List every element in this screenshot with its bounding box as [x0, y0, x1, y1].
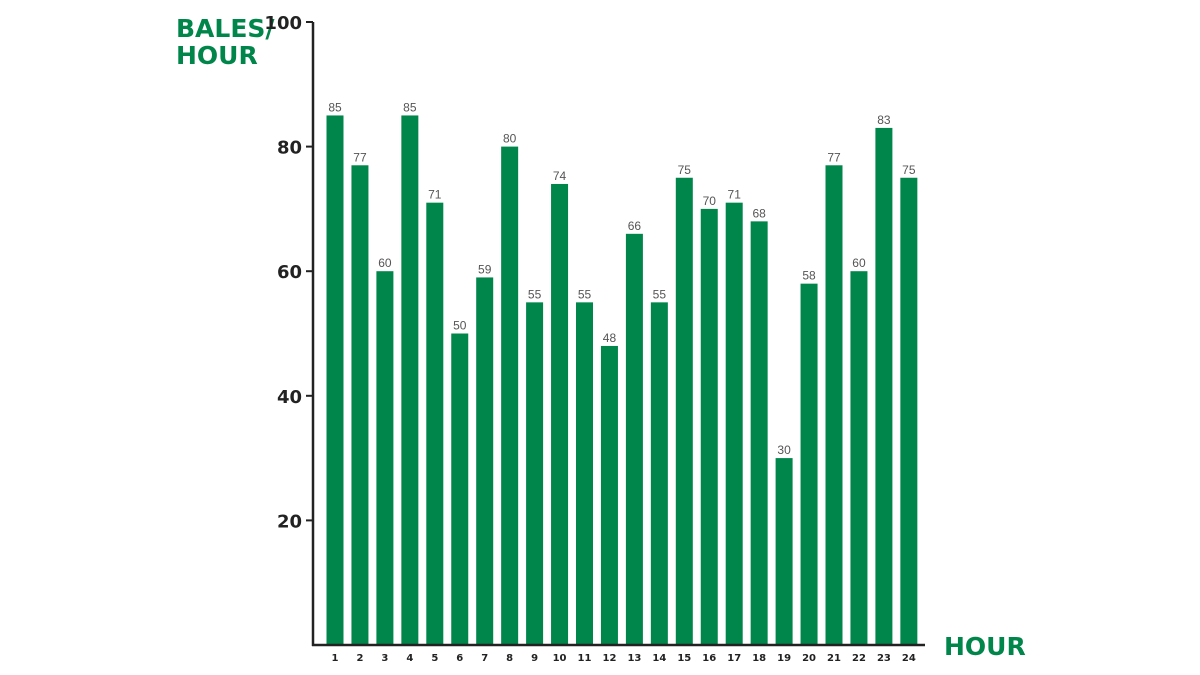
bar-value-label: 77 — [827, 150, 841, 164]
bar — [800, 283, 818, 645]
bar-value-label: 74 — [553, 169, 567, 183]
bar — [526, 302, 544, 645]
x-category-label: 17 — [727, 653, 741, 664]
bar-value-label: 30 — [777, 443, 791, 457]
bar-value-label: 50 — [453, 319, 467, 333]
bar-value-label: 60 — [378, 256, 392, 270]
x-category-label: 3 — [381, 653, 388, 664]
x-category-label: 11 — [578, 653, 592, 664]
value-labels-group: 85 77 60 85 71 50 59 80 55 74 55 48 66 55 75 70 71 68 30 58… — [328, 100, 916, 457]
bar — [576, 302, 593, 645]
bar — [700, 208, 718, 645]
x-category-label: 12 — [602, 653, 616, 664]
bar-value-label: 85 — [328, 100, 342, 114]
bar — [650, 302, 668, 645]
bar — [326, 115, 344, 645]
bar — [401, 115, 419, 645]
y-tick-label: 100 — [264, 13, 302, 34]
x-category-label: 16 — [702, 653, 716, 664]
bar-value-label: 70 — [703, 194, 717, 208]
x-category-label: 2 — [356, 653, 363, 664]
y-tick-label: 80 — [277, 138, 302, 159]
x-category-label: 7 — [481, 653, 488, 664]
x-category-label: 14 — [652, 653, 666, 664]
bar — [825, 165, 843, 646]
bar-value-label: 60 — [852, 256, 866, 270]
bar — [376, 271, 394, 645]
x-category-label: 1 — [332, 653, 339, 664]
x-category-label: 18 — [752, 653, 766, 664]
bar-value-label: 59 — [478, 262, 492, 276]
bar-value-label: 83 — [877, 113, 891, 127]
x-category-label: 13 — [627, 653, 641, 664]
bar — [451, 333, 469, 645]
y-axis-ticks: 20 40 60 80 100 — [264, 13, 313, 532]
bar — [725, 202, 743, 646]
x-category-label: 21 — [827, 653, 841, 664]
bar-value-label: 75 — [902, 163, 916, 177]
x-category-label: 19 — [777, 653, 791, 664]
x-category-label: 15 — [677, 653, 691, 664]
bar-value-label: 80 — [503, 132, 517, 146]
bar — [600, 345, 618, 645]
bar — [875, 127, 893, 645]
x-category-label: 9 — [531, 653, 538, 664]
bar — [501, 146, 519, 645]
bar — [551, 183, 569, 646]
bar-value-label: 85 — [403, 100, 417, 114]
bar-value-label: 48 — [603, 331, 617, 345]
bar-value-label: 58 — [802, 269, 816, 283]
x-category-label: 6 — [456, 653, 463, 664]
bar — [750, 221, 768, 646]
bar-value-label: 55 — [578, 287, 592, 301]
bar — [675, 177, 693, 645]
bar — [850, 271, 868, 645]
y-axis-title-line-2: HOUR — [176, 41, 258, 70]
x-category-label: 4 — [406, 653, 413, 664]
x-category-label: 20 — [802, 653, 816, 664]
bars-group — [326, 115, 918, 646]
bar — [476, 277, 494, 645]
bar — [426, 202, 444, 646]
bar-value-label: 77 — [353, 150, 367, 164]
bar — [625, 233, 643, 645]
y-tick-label: 40 — [277, 387, 302, 408]
bar-value-label: 66 — [628, 219, 642, 233]
x-category-label: 24 — [902, 653, 916, 664]
bar-value-label: 68 — [752, 206, 766, 220]
bar — [775, 458, 793, 645]
y-tick-label: 20 — [277, 511, 302, 532]
x-axis-title: HOUR — [944, 632, 1026, 661]
category-labels-group: 1 2 3 4 5 6 7 8 9 10 11 12 13 14 15 16 17 18 19 20 21 22 23 24 — [332, 653, 916, 664]
x-category-label: 8 — [506, 653, 513, 664]
bar — [900, 177, 918, 645]
x-category-label: 22 — [852, 653, 866, 664]
y-axis-title-line-1: BALES/ — [176, 14, 275, 43]
x-category-label: 23 — [877, 653, 891, 664]
bar-value-label: 71 — [728, 188, 742, 202]
bar-value-label: 55 — [528, 287, 542, 301]
bar-value-label: 55 — [653, 287, 667, 301]
x-category-label: 10 — [553, 653, 567, 664]
y-tick-label: 60 — [277, 262, 302, 283]
bar-value-label: 75 — [678, 163, 692, 177]
x-category-label: 5 — [431, 653, 438, 664]
bar-value-label: 71 — [428, 188, 442, 202]
bar — [351, 165, 369, 646]
